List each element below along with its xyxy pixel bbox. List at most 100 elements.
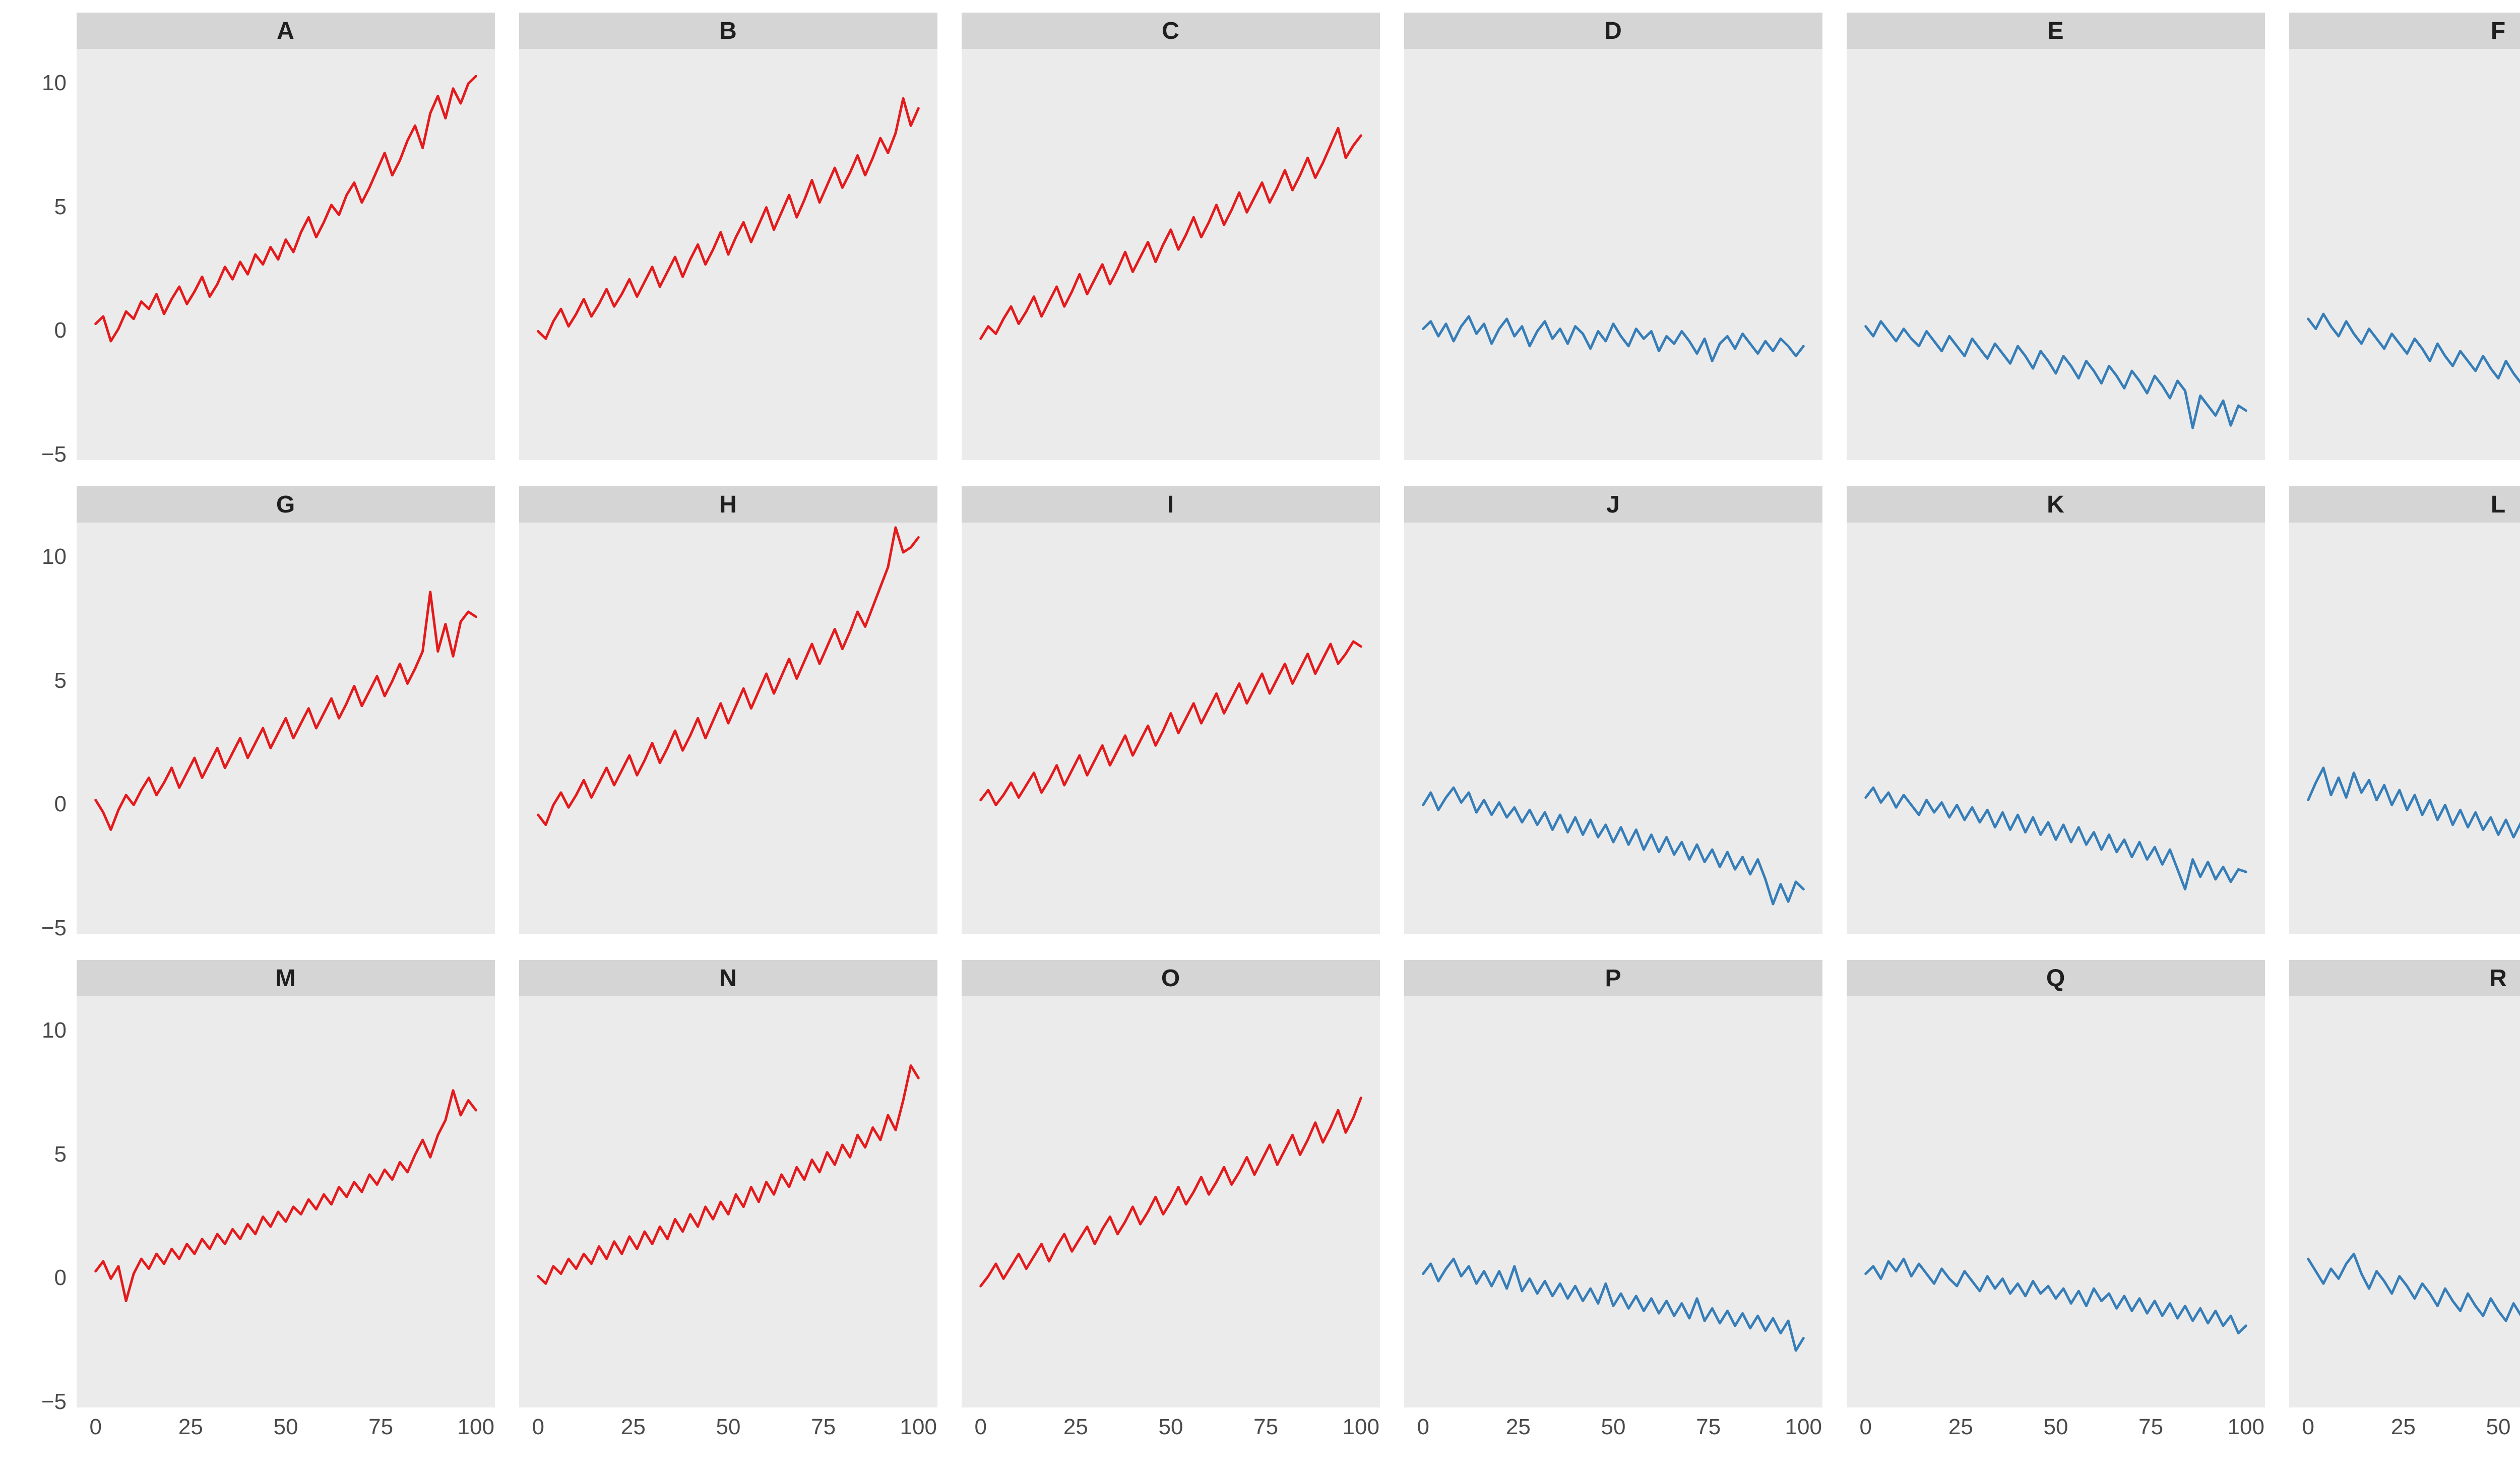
- facet-panel-a: A: [77, 13, 495, 460]
- facet-panel-m: M 0 25 50 75 100: [77, 960, 495, 1467]
- facet-strip-label: N: [719, 965, 737, 992]
- line-chart-svg: [94, 591, 477, 831]
- facet-strip-label: C: [1162, 17, 1180, 44]
- trend-line: [537, 1064, 920, 1285]
- line-chart-svg: [979, 640, 1362, 806]
- plot-area: [77, 49, 495, 460]
- trend-line: [94, 75, 477, 343]
- facet-strip: K: [1847, 486, 2265, 523]
- facet-strip-label: J: [1606, 491, 1620, 518]
- facet-strip: L: [2289, 486, 2520, 523]
- trend-line: [537, 526, 920, 826]
- trend-line: [1422, 786, 1805, 906]
- x-tick-label: 0: [532, 1415, 544, 1439]
- facet-panel-d: D: [1404, 13, 1822, 460]
- line-chart-svg: [1422, 786, 1805, 906]
- x-tick-label: 100: [1785, 1415, 1822, 1439]
- y-tick-label: 5: [54, 194, 67, 219]
- x-tick-label: 25: [2390, 1415, 2416, 1439]
- facet-panel-f: F: [2289, 13, 2520, 460]
- x-tick-label: 0: [2302, 1415, 2314, 1439]
- plot-area: [962, 49, 1380, 460]
- y-tick-label: 0: [54, 318, 67, 343]
- facet-strip: E: [1847, 13, 2265, 49]
- facet-panel-c: C: [962, 13, 1380, 460]
- line-chart-svg: [537, 1064, 920, 1285]
- x-tick-label: 100: [900, 1415, 937, 1439]
- plot-area: [1847, 523, 2265, 934]
- y-tick-label: 5: [54, 1141, 67, 1167]
- plot-area: [1404, 523, 1822, 934]
- y-tick-label: 10: [42, 70, 67, 95]
- facet-strip: D: [1404, 13, 1822, 49]
- facet-strip-label: K: [2047, 491, 2065, 518]
- y-tick-label: 10: [42, 544, 67, 569]
- line-chart-svg: [2307, 1252, 2520, 1322]
- plot-area: [962, 996, 1380, 1407]
- x-tick-label: 25: [178, 1415, 203, 1439]
- facet-panel-e: E: [1847, 13, 2265, 460]
- facet-strip: P: [1404, 960, 1822, 996]
- line-chart-svg: [1422, 1257, 1805, 1352]
- facet-strip: N: [519, 960, 937, 996]
- line-chart-svg: [1864, 320, 2247, 429]
- x-tick-label: 50: [1158, 1415, 1183, 1439]
- x-tick-label: 50: [1601, 1415, 1626, 1439]
- line-chart-svg: [979, 126, 1362, 340]
- x-tick-label: 75: [368, 1415, 394, 1439]
- facet-panel-b: B: [519, 13, 937, 460]
- x-tick-label: 25: [620, 1415, 646, 1439]
- facet-strip: R: [2289, 960, 2520, 996]
- x-tick-label: 0: [974, 1415, 987, 1439]
- x-tick-label: 50: [2486, 1415, 2511, 1439]
- facet-strip-label: O: [1161, 965, 1181, 992]
- plot-area: [2289, 996, 2520, 1407]
- facet-panel-j: J: [1404, 486, 1822, 934]
- x-tick-label: 75: [1696, 1415, 1721, 1439]
- line-chart-svg: [94, 1089, 477, 1303]
- trend-line: [1422, 1257, 1805, 1352]
- facet-panel-o: O 0 25 50 75 100: [962, 960, 1380, 1467]
- facet-panel-q: Q 0 25 50 75 100: [1847, 960, 2265, 1467]
- facet-strip: J: [1404, 486, 1822, 523]
- facet-strip-label: L: [2490, 491, 2506, 518]
- facet-strip-label: H: [719, 491, 737, 518]
- facet-panel-g: G: [77, 486, 495, 934]
- facet-strip-label: Q: [2046, 965, 2066, 992]
- facet-strip: C: [962, 13, 1380, 49]
- plot-area: [519, 523, 937, 934]
- x-tick-label: 75: [1253, 1415, 1279, 1439]
- trend-line: [979, 1097, 1362, 1288]
- x-tick-label: 0: [89, 1415, 102, 1439]
- y-tick-label: −5: [41, 442, 67, 467]
- trend-line: [1864, 320, 2247, 429]
- plot-area: [77, 523, 495, 934]
- x-tick-label: 100: [1342, 1415, 1379, 1439]
- x-tick-label: 100: [457, 1415, 494, 1439]
- plot-area: [1847, 996, 2265, 1407]
- x-tick-label: 25: [1063, 1415, 1088, 1439]
- facet-strip: G: [77, 486, 495, 523]
- x-tick-label: 100: [2227, 1415, 2264, 1439]
- line-chart-svg: [537, 97, 920, 340]
- facet-strip-label: P: [1605, 965, 1622, 992]
- line-chart-svg: [1864, 786, 2247, 890]
- x-axis: 0 25 50 75 100: [962, 1407, 1380, 1467]
- facet-strip-label: G: [276, 491, 296, 518]
- plot-area: [2289, 49, 2520, 460]
- y-tick-label: 0: [54, 792, 67, 817]
- facet-strip: F: [2289, 13, 2520, 49]
- facet-strip-label: E: [2047, 17, 2064, 44]
- y-tick-label: 10: [42, 1017, 67, 1043]
- trend-line: [94, 1089, 477, 1303]
- trend-line: [1422, 315, 1805, 362]
- x-tick-label: 0: [1859, 1415, 1872, 1439]
- x-tick-label: 75: [811, 1415, 836, 1439]
- facet-panel-p: P 0 25 50 75 100: [1404, 960, 1822, 1467]
